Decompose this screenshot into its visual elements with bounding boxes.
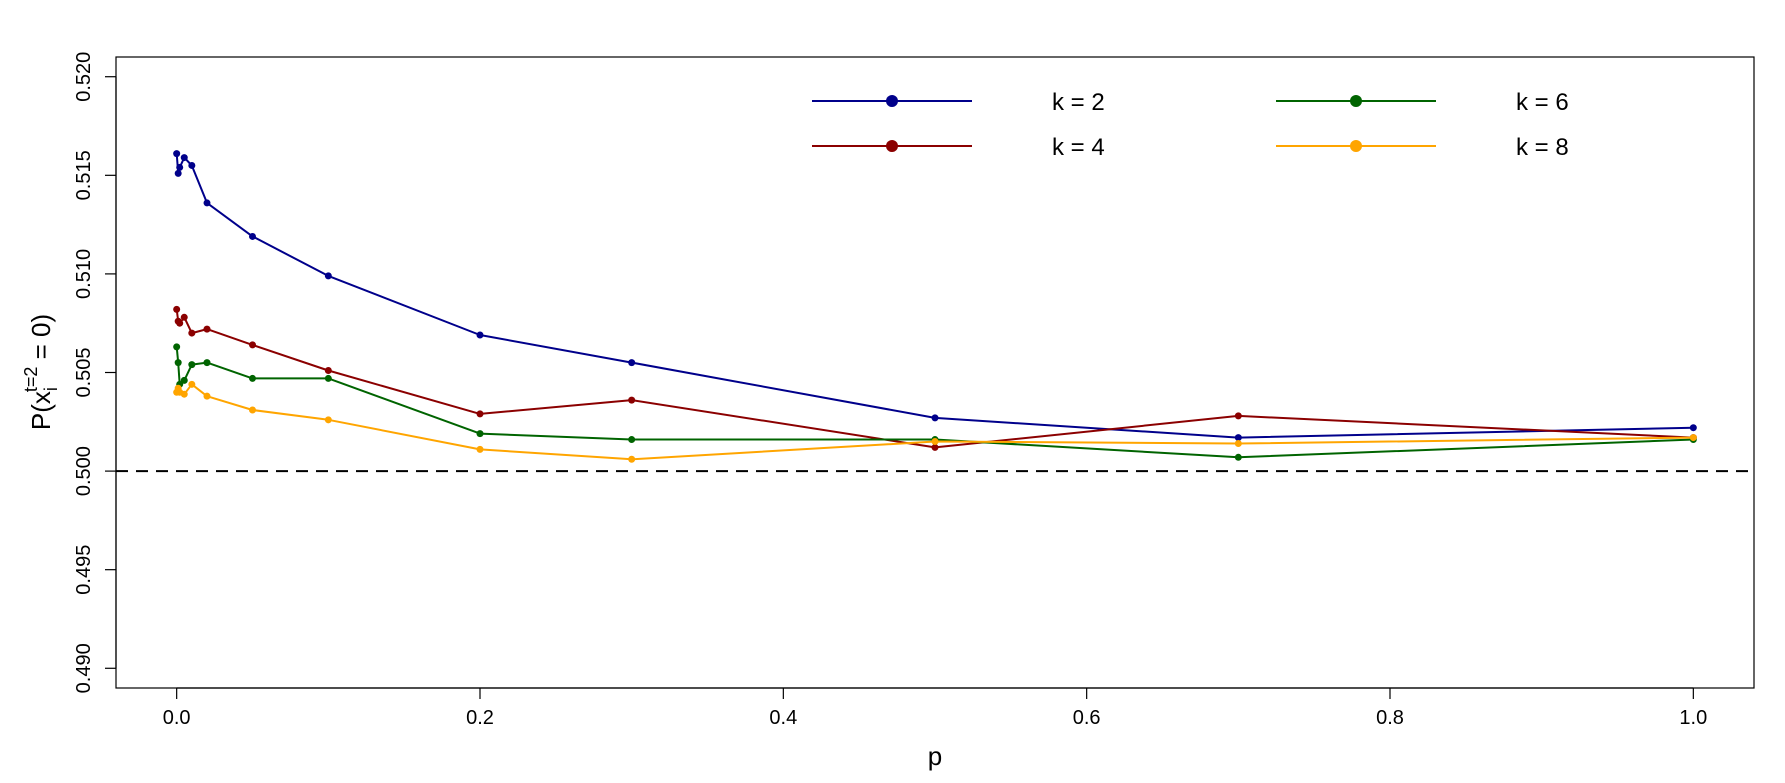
data-point [1689,434,1697,442]
data-point [324,272,332,280]
data-point [931,414,939,422]
y-tick-label: 0.495 [73,545,95,595]
series-1 [173,150,1697,442]
y-axis-title: P(xit=2 = 0) [21,314,61,430]
series-4 [173,380,1697,463]
y-axis-title-suffix: = 0) [26,314,56,367]
x-tick-label: 0.4 [769,707,797,729]
y-tick-label: 0.500 [73,446,95,496]
series-line [175,153,1694,439]
data-point [188,329,196,337]
legend-item: k = 6 [1276,89,1569,116]
data-point [180,313,188,321]
data-point [1234,439,1242,447]
legend-label: k = 4 [1052,134,1105,161]
data-point [188,361,196,369]
data-point [203,392,211,400]
data-point [174,359,182,367]
legend-label: k = 6 [1516,89,1569,116]
data-point [628,436,636,444]
x-tick-label: 0.2 [466,707,494,729]
y-axis-title-superscript: t=2 [21,367,41,393]
data-point [203,325,211,333]
data-point [476,410,484,418]
data-point [249,406,256,414]
data-point [173,343,181,351]
data-point [476,430,484,438]
series-layer [173,150,1697,463]
data-point [249,232,256,240]
data-point [188,161,196,169]
data-point [180,390,188,398]
data-point [1234,412,1242,420]
data-point [173,150,181,158]
series-line [175,309,1694,449]
legend-label: k = 2 [1052,89,1105,116]
data-point [324,416,332,424]
y-tick-label: 0.515 [73,150,95,200]
data-point [249,374,256,382]
legend-marker [886,95,898,107]
legend-item: k = 4 [812,134,1105,161]
data-point [176,319,184,327]
data-point [174,169,182,177]
plot-frame [115,56,1755,689]
data-point [1234,453,1242,461]
x-tick-label: 1.0 [1679,707,1707,729]
data-point [324,367,332,375]
data-point [476,445,484,453]
data-point [176,163,184,171]
data-point [203,199,211,207]
legend-item: k = 2 [812,89,1105,116]
y-axis-title-prefix: P(x [26,391,56,430]
y-tick-label: 0.510 [73,249,95,299]
data-point [931,443,939,451]
x-tick-label: 0.6 [1073,707,1101,729]
data-point [180,376,188,384]
x-tick-label: 0.8 [1376,707,1404,729]
data-point [180,154,188,162]
data-point [931,438,939,446]
legend-label: k = 8 [1516,134,1569,161]
legend-marker [886,140,898,152]
x-axis: 0.0 0.2 0.4 0.6 0.8 1.0 [163,687,1707,729]
y-tick-label: 0.490 [73,643,95,693]
y-axis: 0.490 0.495 0.500 0.505 0.510 0.515 0.520 [73,52,117,693]
data-point [188,380,196,388]
data-point [628,359,636,367]
legend-item: k = 8 [1276,134,1569,161]
y-tick-label: 0.505 [73,347,95,397]
data-point [324,374,332,382]
data-point [628,396,636,404]
data-point [249,341,256,349]
data-point [1234,434,1242,442]
data-point [476,331,484,339]
series-2 [173,305,1697,451]
data-point [203,359,211,367]
y-tick-label: 0.520 [73,52,95,102]
y-axis-title-subscript: i [41,387,61,391]
data-point [628,455,636,463]
x-tick-label: 0.0 [163,707,191,729]
data-point [173,305,181,313]
legend-marker [1350,140,1362,152]
legend-marker [1350,95,1362,107]
data-point [1689,424,1697,432]
legend: k = 2 k = 4 k = 6 k = 8 [812,89,1569,161]
x-axis-title: p [928,741,942,771]
